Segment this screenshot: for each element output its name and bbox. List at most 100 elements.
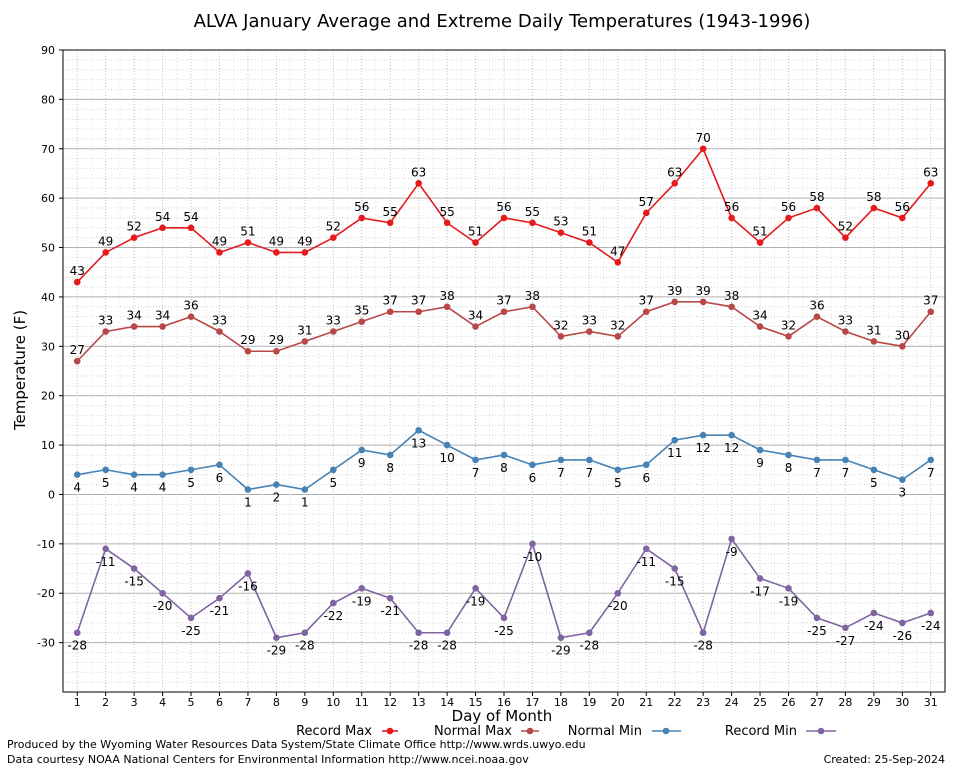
data-point	[187, 224, 195, 232]
data-label: 5	[870, 476, 878, 490]
data-label: -22	[323, 609, 343, 623]
data-label: 49	[98, 234, 113, 248]
data-point	[500, 214, 508, 222]
data-point	[557, 456, 565, 464]
data-point	[443, 441, 451, 449]
data-label: 57	[639, 195, 654, 209]
data-label: 27	[70, 343, 85, 357]
data-label: -19	[352, 594, 372, 608]
data-label: 31	[866, 323, 881, 337]
data-point	[386, 308, 394, 316]
x-tick-label: 21	[639, 696, 653, 709]
data-label: 34	[468, 309, 483, 323]
x-tick-label: 17	[525, 696, 539, 709]
data-point	[244, 570, 252, 577]
data-label: 33	[212, 313, 227, 327]
data-point	[415, 426, 422, 434]
data-label: 38	[525, 289, 540, 303]
chart-title: ALVA January Average and Extreme Daily T…	[194, 11, 811, 32]
data-point	[216, 461, 223, 469]
x-tick-label: 13	[412, 696, 426, 709]
data-label: -19	[779, 594, 799, 608]
data-point	[586, 629, 593, 637]
data-point	[728, 431, 735, 439]
data-label: -15	[665, 575, 685, 589]
data-point	[73, 357, 81, 365]
data-label: 56	[496, 200, 511, 214]
data-point	[73, 629, 81, 637]
x-tick-label: 29	[867, 696, 881, 709]
data-point	[159, 471, 166, 479]
data-label: 55	[383, 205, 398, 219]
data-label: 63	[923, 165, 938, 179]
data-label: -28	[67, 639, 87, 653]
data-label: 10	[439, 451, 454, 465]
data-label: 33	[98, 313, 113, 327]
data-label: 6	[216, 471, 224, 485]
data-label: 34	[126, 309, 141, 323]
data-point	[244, 239, 252, 246]
data-label: 8	[500, 461, 508, 475]
data-label: 38	[439, 289, 454, 303]
chart-grid	[63, 49, 945, 693]
data-label: 56	[354, 200, 369, 214]
data-point	[329, 234, 337, 241]
y-tick-label: 40	[41, 291, 55, 304]
data-point	[386, 451, 394, 459]
data-label: 12	[696, 441, 711, 455]
data-point	[358, 318, 366, 325]
y-tick-label: 0	[48, 488, 55, 501]
data-label: 8	[386, 461, 394, 475]
data-label: -24	[921, 619, 941, 633]
y-tick-label: -30	[37, 637, 55, 650]
data-point	[899, 619, 906, 627]
data-point	[671, 436, 679, 444]
data-point	[301, 249, 309, 256]
data-point	[216, 328, 223, 335]
data-point	[642, 461, 650, 469]
x-tick-label: 2	[102, 696, 109, 709]
legend: Record Max Normal Max Normal Min Record Min	[296, 724, 836, 739]
data-label: 47	[610, 244, 625, 258]
data-point	[415, 180, 422, 187]
data-label: -25	[494, 624, 514, 638]
data-point	[842, 234, 849, 241]
data-label: -28	[295, 639, 315, 653]
data-point	[557, 634, 565, 641]
data-point	[813, 313, 821, 320]
data-label: 56	[895, 200, 910, 214]
data-label: 39	[667, 284, 682, 298]
data-point	[813, 614, 821, 622]
data-point	[500, 308, 508, 316]
data-point	[614, 259, 622, 266]
y-tick-label: -10	[37, 538, 55, 551]
data-label: 51	[468, 225, 483, 239]
data-label: 4	[159, 481, 167, 495]
legend-marker	[526, 727, 534, 735]
data-point	[443, 219, 451, 227]
data-point	[842, 624, 849, 632]
x-tick-label: 9	[301, 696, 308, 709]
data-label: 9	[358, 456, 366, 470]
data-label: -28	[693, 639, 713, 653]
data-point	[728, 535, 735, 543]
y-tick-label: 60	[41, 192, 55, 205]
data-label: 49	[269, 234, 284, 248]
data-point	[813, 204, 821, 212]
data-label: 29	[269, 333, 284, 347]
x-tick-label: 1	[74, 696, 81, 709]
data-label: 37	[411, 294, 426, 308]
data-point	[358, 446, 366, 454]
data-point	[586, 239, 593, 246]
y-tick-label: 50	[41, 242, 55, 255]
data-label: 52	[326, 220, 341, 234]
y-tick-label: -20	[37, 587, 55, 600]
y-tick-label: 90	[41, 44, 55, 57]
series-normal-max: 27 33 34 34 36 33 29 29 31 33 35 37 37 38 34 37 38 32 33 32…	[70, 284, 938, 365]
data-label: 7	[557, 466, 565, 480]
data-point	[927, 456, 935, 464]
data-label: 5	[102, 476, 110, 490]
